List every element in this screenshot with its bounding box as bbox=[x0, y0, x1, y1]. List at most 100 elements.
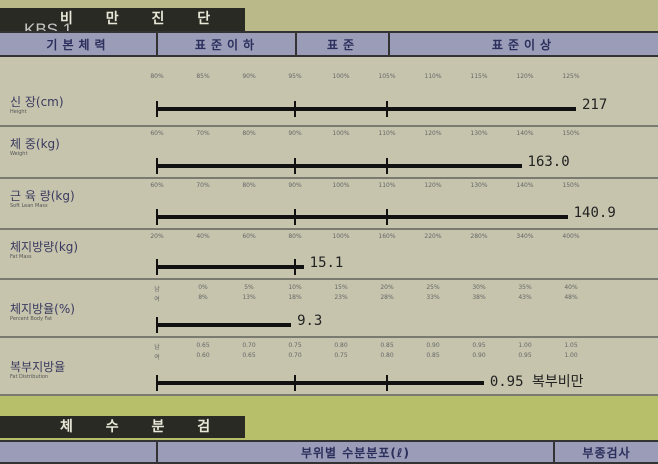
scale-tick-male: 10% bbox=[288, 284, 302, 291]
scale-tick-male: 0.80 bbox=[334, 342, 348, 349]
header-segmental-water: 부위별 수분분포(ℓ) bbox=[300, 445, 411, 460]
scale-tick: 110% bbox=[378, 130, 396, 137]
scale-tick-female: 8% bbox=[198, 294, 208, 301]
measure-row: 체지방량(kg) Fat Mass 20% 40% 60% 80% 100% 160% 220%… bbox=[0, 230, 658, 280]
row-label: 체지방량(kg) bbox=[10, 240, 79, 254]
measure-bar bbox=[157, 381, 484, 385]
scale-tick: 95% bbox=[288, 73, 302, 80]
range-marker bbox=[156, 259, 158, 275]
scale-tick: 100% bbox=[332, 73, 350, 80]
row-sublabel: Soft Lean Mass bbox=[10, 203, 48, 209]
scale-tick-female: 23% bbox=[334, 294, 348, 301]
section-title-obesity: 비 만 진 단 bbox=[0, 8, 245, 31]
range-marker bbox=[294, 375, 296, 391]
scale-tick-female: 18% bbox=[288, 294, 302, 301]
range-marker bbox=[156, 375, 158, 391]
row-sublabel: Height bbox=[10, 109, 27, 115]
scale-tick-female: 0.75 bbox=[334, 352, 348, 359]
scale-tick-female: 13% bbox=[242, 294, 256, 301]
scale-tick: 160% bbox=[378, 233, 396, 240]
measure-row: 체 중(kg) Weight 60% 70% 80% 90% 100% 110% 120% 130… bbox=[0, 127, 658, 179]
scale-tick-male: 30% bbox=[472, 284, 486, 291]
scale-tick: 100% bbox=[332, 182, 350, 189]
range-marker bbox=[294, 209, 296, 225]
measure-value: 217 bbox=[582, 97, 608, 113]
scale-tick-male: 15% bbox=[334, 284, 348, 291]
scale-tick: 80% bbox=[242, 130, 256, 137]
scale-tick-male: 25% bbox=[426, 284, 440, 291]
header-edema-test: 부종검사 bbox=[582, 445, 631, 460]
header-standard: 표준 bbox=[326, 37, 360, 52]
scale-tick: 80% bbox=[288, 233, 302, 240]
scale-tick: 85% bbox=[196, 73, 210, 80]
measure-value: 15.1 bbox=[309, 255, 344, 271]
scale-tick-female: 38% bbox=[472, 294, 486, 301]
scale-tick: 100% bbox=[332, 130, 350, 137]
scale-tick-male: 0.85 bbox=[380, 342, 394, 349]
scale-tick: 340% bbox=[516, 233, 534, 240]
scale-tick: 80% bbox=[150, 73, 164, 80]
scale-tick-female: 0.90 bbox=[472, 352, 486, 359]
header-bar: 기본체력 표준이하 표준 표준이상 bbox=[0, 31, 658, 57]
measure-value: 140.9 bbox=[573, 205, 616, 221]
scale-tick-female: 0.60 bbox=[196, 352, 210, 359]
scale-tick-male: 0.70 bbox=[242, 342, 256, 349]
scale-tick-male: 35% bbox=[518, 284, 532, 291]
scale-tick: 40% bbox=[196, 233, 210, 240]
range-marker bbox=[386, 101, 388, 117]
scale-tick: 120% bbox=[516, 73, 534, 80]
scale-tick-male: 40% bbox=[564, 284, 578, 291]
scale-tick-male: 5% bbox=[244, 284, 254, 291]
scale-tick: 60% bbox=[242, 233, 256, 240]
scale-tick: 130% bbox=[470, 182, 488, 189]
scale-tick-male: 1.05 bbox=[564, 342, 578, 349]
scale-tick: 60% bbox=[150, 130, 164, 137]
section-title-body-water: 체 수 분 검 사 bbox=[0, 416, 245, 457]
range-marker bbox=[156, 209, 158, 225]
scale-tick: 120% bbox=[424, 130, 442, 137]
range-marker bbox=[386, 158, 388, 174]
scale-tick: 150% bbox=[562, 130, 580, 137]
scale-tick-female: 1.00 bbox=[564, 352, 578, 359]
row-label: 체 중(kg) bbox=[10, 137, 60, 151]
measure-row: 근 육 량(kg) Soft Lean Mass 60% 70% 80% 90% 100% 1… bbox=[0, 179, 658, 230]
scale-tick-male: 1.00 bbox=[518, 342, 532, 349]
scale-tick-female: 0.65 bbox=[242, 352, 256, 359]
body-water-section: 체 수 분 검 사 부위별 수분분포(ℓ) 부종검사 bbox=[0, 396, 658, 464]
row-sublabel: Fat Distribution bbox=[10, 374, 49, 380]
scale-tick-female: 0.80 bbox=[380, 352, 394, 359]
scale-tick-male: 0.75 bbox=[288, 342, 302, 349]
scale-tick: 80% bbox=[242, 182, 256, 189]
measure-value: 163.0 bbox=[527, 154, 570, 170]
scale-tick: 70% bbox=[196, 130, 210, 137]
scale-tick: 220% bbox=[424, 233, 442, 240]
scale-tick: 130% bbox=[470, 130, 488, 137]
range-marker bbox=[156, 317, 158, 333]
header-above-standard: 표준이상 bbox=[491, 37, 557, 52]
scale-tick: 115% bbox=[470, 73, 488, 80]
scale-tick: 140% bbox=[516, 182, 534, 189]
scale-tick-male: 0% bbox=[198, 284, 208, 291]
measure-bar bbox=[157, 107, 576, 111]
scale-tick-female: 43% bbox=[518, 294, 532, 301]
scale-tick: 90% bbox=[288, 182, 302, 189]
scale-tick: 90% bbox=[242, 73, 256, 80]
range-marker bbox=[386, 209, 388, 225]
range-marker bbox=[156, 101, 158, 117]
measure-row: 체지방율(%) Percent Body Fat 남 0% 5% 10% 15% 20% 25%… bbox=[0, 280, 658, 338]
scale-tick: 150% bbox=[562, 182, 580, 189]
row-label: 복부지방율 bbox=[10, 360, 66, 374]
range-marker bbox=[294, 158, 296, 174]
measure-bar bbox=[157, 164, 522, 168]
scale-tick-female: 48% bbox=[564, 294, 578, 301]
scale-tick: 125% bbox=[562, 73, 580, 80]
header-below-standard: 표준이하 bbox=[194, 37, 260, 52]
scale-tick-male: 0.65 bbox=[196, 342, 210, 349]
scale-tick: 120% bbox=[424, 182, 442, 189]
scale-tick-male: 0.95 bbox=[472, 342, 486, 349]
row-label: 체지방율(%) bbox=[10, 302, 75, 316]
scale-tick: 110% bbox=[424, 73, 442, 80]
row-sublabel: Fat Mass bbox=[10, 254, 32, 260]
scale-tick: 280% bbox=[470, 233, 488, 240]
header-basic: 기본체력 bbox=[46, 37, 111, 52]
